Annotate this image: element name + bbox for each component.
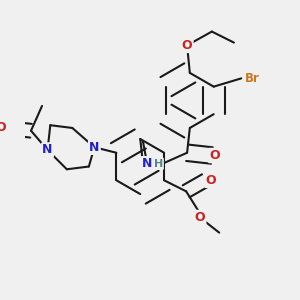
Text: N: N [142,157,152,170]
Text: N: N [89,141,100,154]
Text: O: O [206,174,216,187]
Text: O: O [195,211,205,224]
Text: O: O [182,39,192,52]
Text: O: O [209,149,220,162]
Text: Br: Br [245,72,260,85]
Text: O: O [0,122,6,134]
Text: N: N [42,143,53,157]
Text: H: H [154,159,163,169]
